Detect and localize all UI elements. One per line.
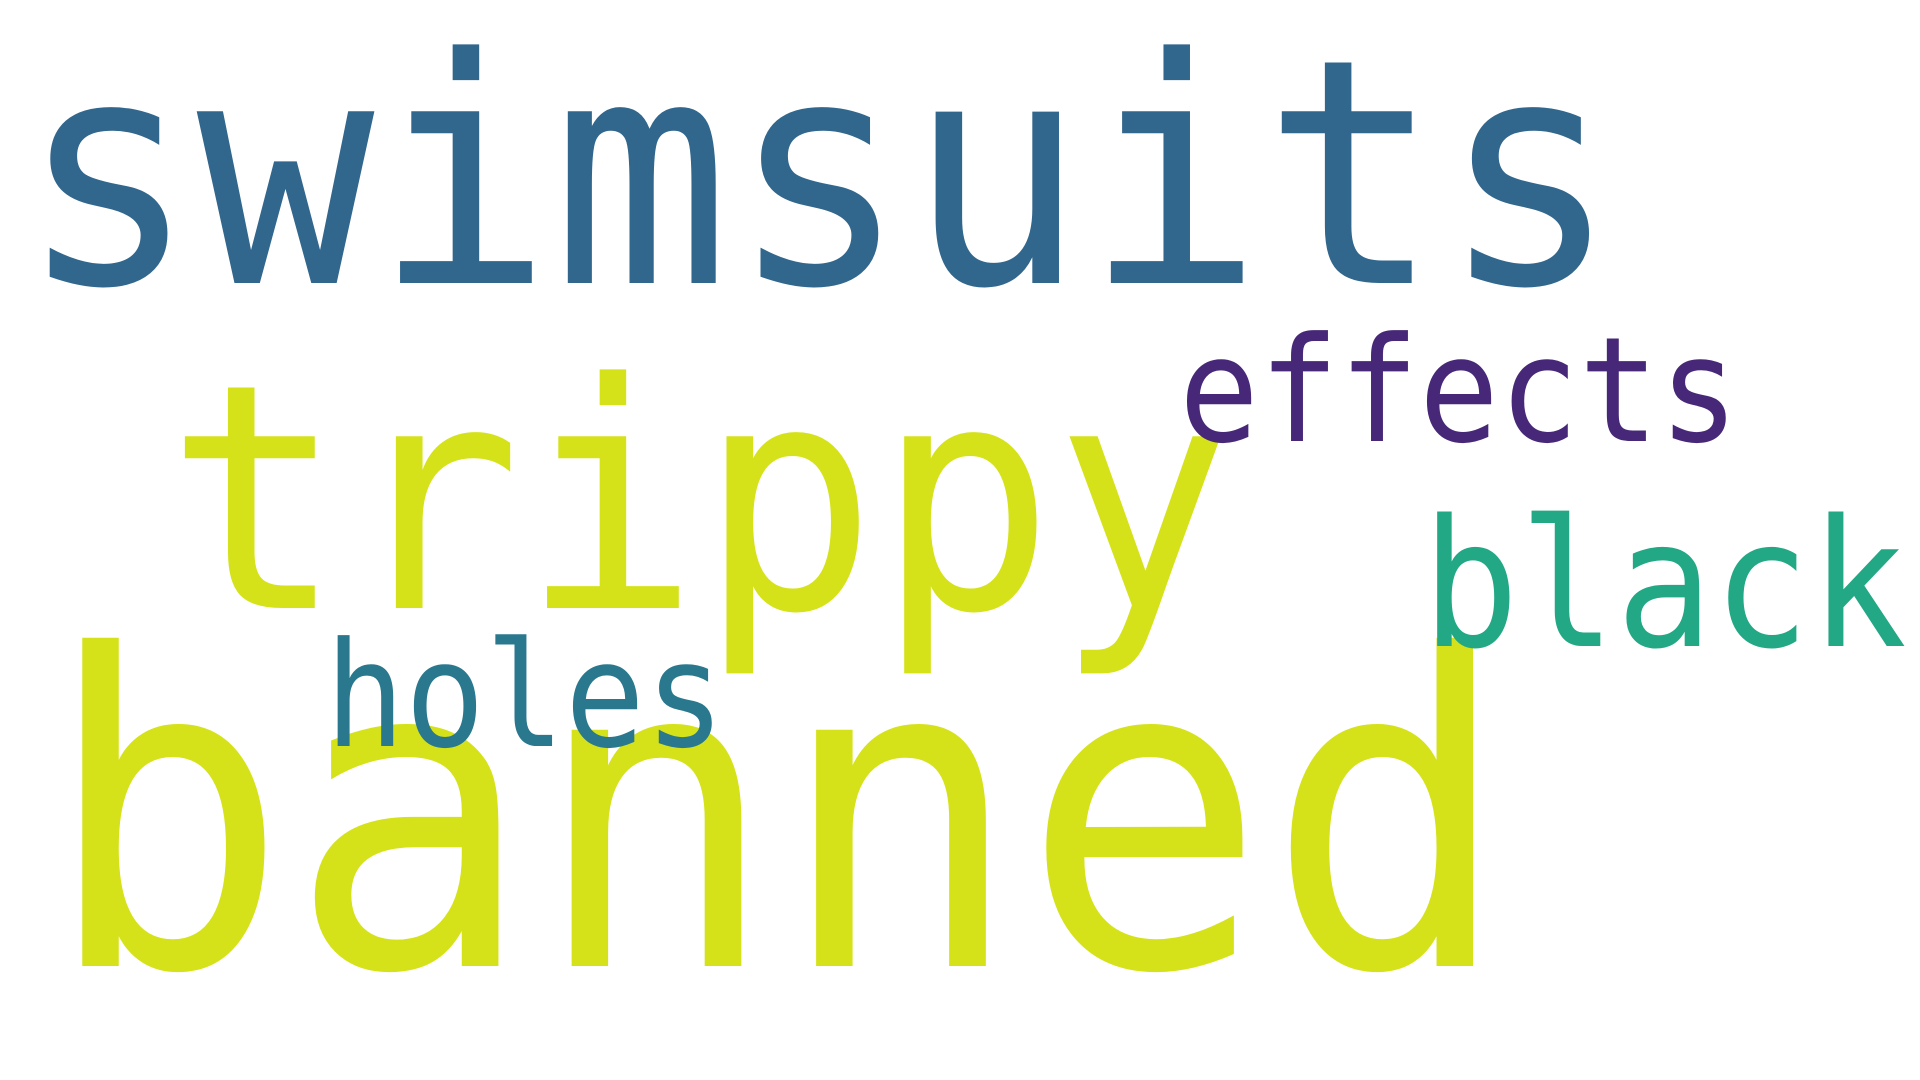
word-holes: holes (325, 611, 725, 781)
word-banned: banned (44, 565, 1511, 1068)
word-swimsuits: swimsuits (19, 0, 1619, 358)
word-trippy: trippy (166, 318, 1233, 683)
word-black: black (1422, 482, 1907, 688)
word-effects: effects (1179, 306, 1739, 476)
